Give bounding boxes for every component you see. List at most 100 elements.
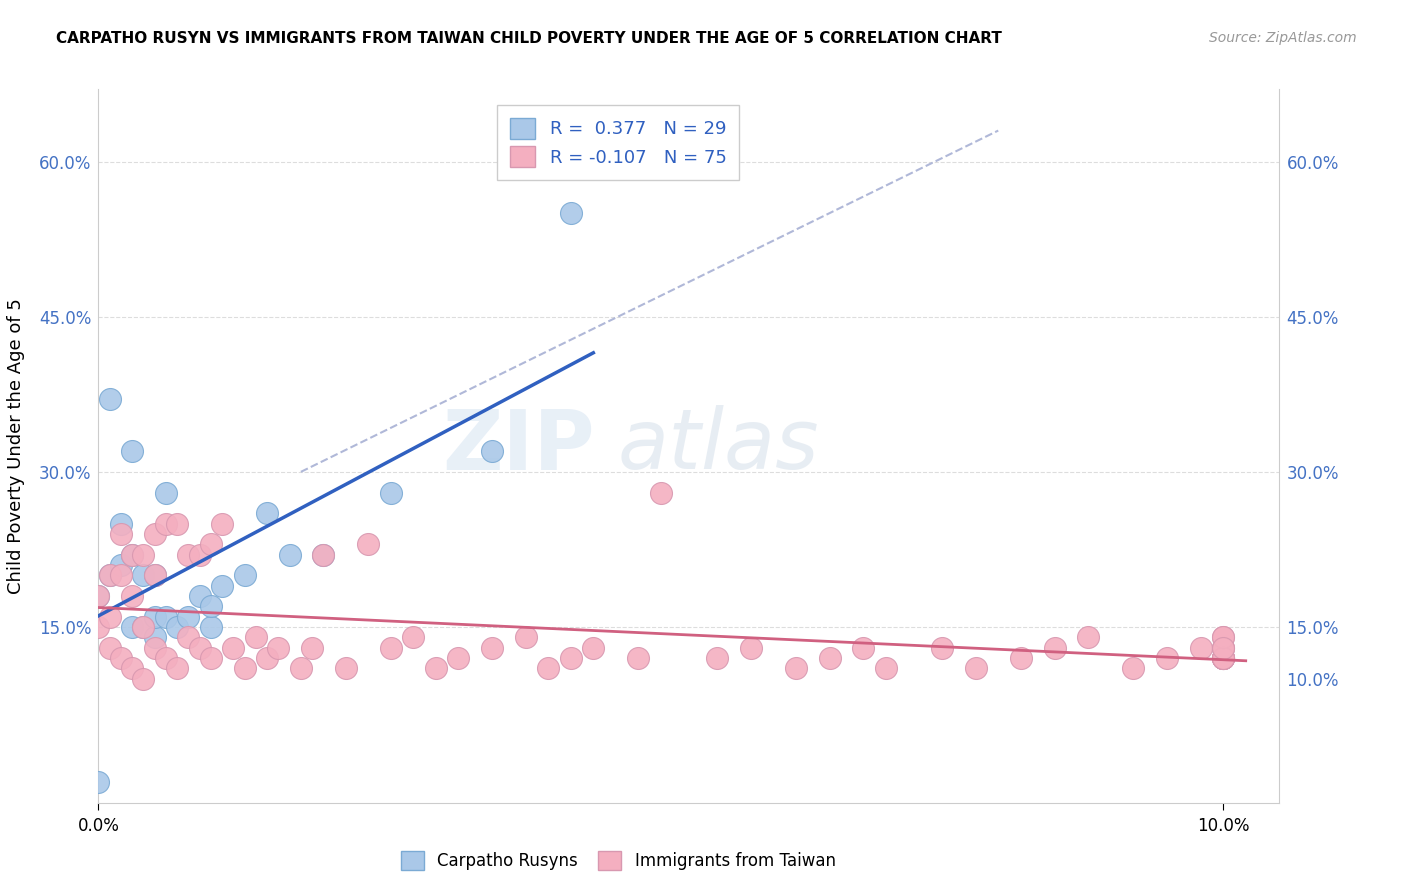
Point bbox=[98, 568, 121, 582]
Point bbox=[931, 640, 953, 655]
Point bbox=[155, 651, 177, 665]
Point bbox=[155, 516, 177, 531]
Point bbox=[211, 579, 233, 593]
Point bbox=[515, 630, 537, 644]
Point bbox=[188, 589, 211, 603]
Point bbox=[132, 620, 155, 634]
Point bbox=[1212, 651, 1234, 665]
Point bbox=[312, 548, 335, 562]
Point bbox=[233, 661, 256, 675]
Point bbox=[650, 485, 672, 500]
Point bbox=[706, 651, 728, 665]
Point bbox=[155, 485, 177, 500]
Point bbox=[818, 651, 841, 665]
Point bbox=[740, 640, 762, 655]
Point bbox=[1212, 630, 1234, 644]
Point bbox=[1212, 651, 1234, 665]
Point bbox=[166, 516, 188, 531]
Point bbox=[380, 485, 402, 500]
Point bbox=[267, 640, 290, 655]
Point bbox=[560, 206, 582, 220]
Point bbox=[245, 630, 267, 644]
Point bbox=[1212, 640, 1234, 655]
Point bbox=[98, 568, 121, 582]
Point bbox=[278, 548, 301, 562]
Point bbox=[481, 640, 503, 655]
Legend: Carpatho Rusyns, Immigrants from Taiwan: Carpatho Rusyns, Immigrants from Taiwan bbox=[394, 844, 842, 877]
Point bbox=[1212, 651, 1234, 665]
Point bbox=[110, 527, 132, 541]
Point bbox=[132, 548, 155, 562]
Point bbox=[143, 609, 166, 624]
Point bbox=[98, 640, 121, 655]
Point bbox=[1156, 651, 1178, 665]
Point bbox=[177, 630, 200, 644]
Point bbox=[1043, 640, 1066, 655]
Point bbox=[98, 609, 121, 624]
Point bbox=[1212, 640, 1234, 655]
Point bbox=[143, 630, 166, 644]
Point bbox=[425, 661, 447, 675]
Point bbox=[1077, 630, 1099, 644]
Point bbox=[143, 568, 166, 582]
Point bbox=[1212, 651, 1234, 665]
Point bbox=[188, 640, 211, 655]
Text: atlas: atlas bbox=[619, 406, 820, 486]
Point bbox=[87, 589, 110, 603]
Point bbox=[256, 506, 278, 520]
Text: ZIP: ZIP bbox=[441, 406, 595, 486]
Point bbox=[290, 661, 312, 675]
Point bbox=[481, 444, 503, 458]
Point bbox=[312, 548, 335, 562]
Point bbox=[785, 661, 807, 675]
Point bbox=[110, 568, 132, 582]
Point bbox=[177, 609, 200, 624]
Point bbox=[1212, 651, 1234, 665]
Point bbox=[110, 516, 132, 531]
Text: CARPATHO RUSYN VS IMMIGRANTS FROM TAIWAN CHILD POVERTY UNDER THE AGE OF 5 CORREL: CARPATHO RUSYN VS IMMIGRANTS FROM TAIWAN… bbox=[56, 31, 1002, 46]
Point bbox=[87, 775, 110, 789]
Point bbox=[402, 630, 425, 644]
Point bbox=[143, 568, 166, 582]
Text: Source: ZipAtlas.com: Source: ZipAtlas.com bbox=[1209, 31, 1357, 45]
Point bbox=[98, 392, 121, 407]
Point bbox=[1212, 651, 1234, 665]
Point bbox=[537, 661, 560, 675]
Point bbox=[852, 640, 875, 655]
Point bbox=[965, 661, 987, 675]
Point bbox=[166, 661, 188, 675]
Point bbox=[132, 672, 155, 686]
Point bbox=[560, 651, 582, 665]
Point bbox=[256, 651, 278, 665]
Point bbox=[110, 651, 132, 665]
Point bbox=[301, 640, 323, 655]
Point bbox=[188, 548, 211, 562]
Point bbox=[121, 548, 143, 562]
Point bbox=[447, 651, 470, 665]
Point bbox=[121, 620, 143, 634]
Y-axis label: Child Poverty Under the Age of 5: Child Poverty Under the Age of 5 bbox=[7, 298, 25, 594]
Point bbox=[143, 527, 166, 541]
Point bbox=[1010, 651, 1032, 665]
Point bbox=[110, 558, 132, 572]
Point bbox=[211, 516, 233, 531]
Point bbox=[155, 609, 177, 624]
Point bbox=[200, 651, 222, 665]
Point bbox=[627, 651, 650, 665]
Point bbox=[1122, 661, 1144, 675]
Point bbox=[200, 620, 222, 634]
Point bbox=[177, 548, 200, 562]
Point bbox=[222, 640, 245, 655]
Point bbox=[1212, 640, 1234, 655]
Point bbox=[582, 640, 605, 655]
Point bbox=[200, 599, 222, 614]
Point bbox=[121, 589, 143, 603]
Point bbox=[121, 661, 143, 675]
Point bbox=[87, 620, 110, 634]
Point bbox=[1189, 640, 1212, 655]
Point bbox=[1212, 651, 1234, 665]
Point bbox=[233, 568, 256, 582]
Point bbox=[380, 640, 402, 655]
Point bbox=[87, 589, 110, 603]
Point bbox=[143, 640, 166, 655]
